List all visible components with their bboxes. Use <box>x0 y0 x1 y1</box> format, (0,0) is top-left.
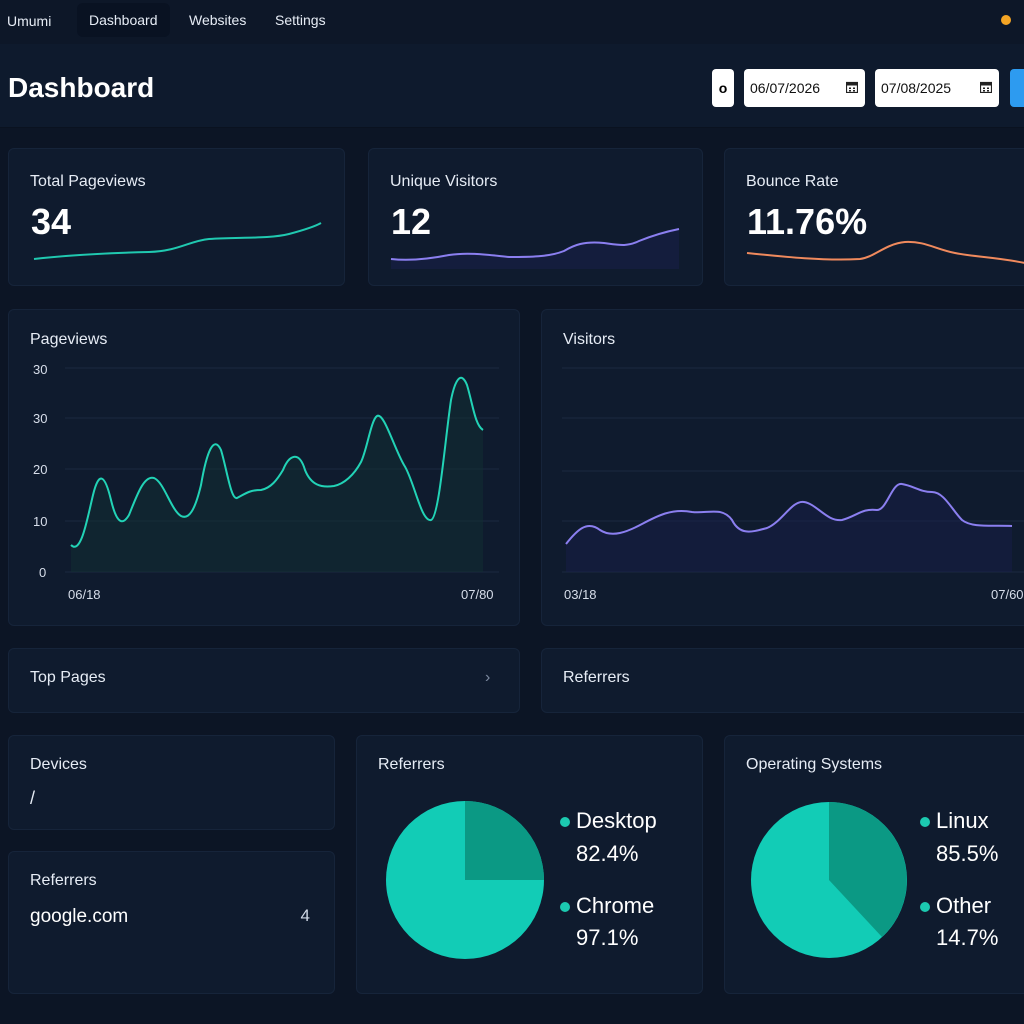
top-nav: Umumi Dashboard Websites Settings <box>0 0 1024 44</box>
card-title: Referrers <box>378 756 445 773</box>
legend-label: Linux <box>936 808 989 833</box>
legend-percent: 82.4% <box>576 841 639 866</box>
os-pie-chart <box>751 802 907 958</box>
referrers-pie-chart <box>386 801 544 959</box>
stat-card-bounce: Bounce Rate 11.76% <box>724 148 1024 286</box>
chart-title: Visitors <box>563 331 616 348</box>
visitors-chart: 03/18 07/60 <box>562 367 1024 602</box>
referrer-count: 4 <box>300 906 310 925</box>
end-date-value: 07/08/2025 <box>881 80 952 96</box>
nav-settings[interactable]: Settings <box>275 12 326 28</box>
pie-slice-secondary <box>829 802 907 937</box>
card-title: Operating Systems <box>746 756 883 773</box>
os-pie-card: Operating Systems Linux 85.5% Other 14.7… <box>724 735 1024 994</box>
devices-card: Devices / <box>8 735 335 830</box>
referrers-pie-card: Referrers Desktop 82.4% Chrome 97.1% <box>356 735 703 994</box>
date-range-button[interactable]: o <box>712 69 734 107</box>
y-tick-label: 10 <box>33 514 47 529</box>
page-title: Dashboard <box>8 72 155 103</box>
legend-dot-icon <box>920 817 930 827</box>
start-date-input[interactable]: 06/07/2026 <box>744 69 865 107</box>
legend-label: Desktop <box>576 808 657 833</box>
chart-title: Pageviews <box>30 331 108 348</box>
stat-card-visitors: Unique Visitors 12 <box>368 148 703 286</box>
brand-name[interactable]: Umumi <box>7 13 52 29</box>
chevron-right-icon[interactable]: › <box>485 669 491 686</box>
x-tick-label: 07/80 <box>461 587 494 602</box>
top-pages-panel[interactable]: Top Pages › <box>8 648 520 713</box>
panel-title: Top Pages <box>30 669 106 686</box>
legend-label: Other <box>936 893 992 918</box>
y-tick-label: 20 <box>33 462 47 477</box>
stat-label: Total Pageviews <box>30 173 146 190</box>
card-title: Referrers <box>30 872 97 889</box>
card-title: Devices <box>30 756 87 773</box>
pageviews-line <box>70 376 484 548</box>
stat-card-pageviews: Total Pageviews 34 <box>8 148 345 286</box>
x-tick-label: 07/60 <box>991 587 1024 602</box>
devices-value: / <box>30 788 36 808</box>
referrer-name: google.com <box>30 906 129 927</box>
legend-percent: 14.7% <box>936 925 999 950</box>
apply-button[interactable] <box>1010 69 1024 107</box>
stat-value: 12 <box>391 201 432 242</box>
referrers-list-card: Referrers google.com 4 <box>8 851 335 994</box>
nav-websites[interactable]: Websites <box>189 12 247 28</box>
bounce-sparkline <box>746 240 1024 264</box>
stat-value: 11.76% <box>747 201 868 242</box>
start-date-value: 06/07/2026 <box>750 80 821 96</box>
stat-label: Bounce Rate <box>746 173 839 190</box>
pageviews-chart-card: Pageviews 30 30 20 10 0 06/18 07/80 <box>8 309 520 626</box>
pie-slice-secondary <box>465 801 544 880</box>
legend-percent: 85.5% <box>936 841 999 866</box>
pageviews-area <box>71 377 483 572</box>
page-header: Dashboard o 06/07/2026 07/08/2025 <box>0 44 1024 128</box>
nav-dashboard[interactable]: Dashboard <box>77 3 170 37</box>
visitors-chart-card: Visitors 03/18 07/60 <box>541 309 1024 626</box>
referrers-panel: Referrers <box>541 648 1024 713</box>
legend-dot-icon <box>560 902 570 912</box>
visitors-area <box>566 483 1012 572</box>
legend-percent: 97.1% <box>576 925 639 950</box>
legend-dot-icon <box>560 817 570 827</box>
legend-dot-icon <box>920 902 930 912</box>
y-tick-label: 0 <box>39 565 46 580</box>
stat-value: 34 <box>31 201 72 242</box>
visitors-sparkline <box>390 228 680 269</box>
calendar-icon <box>846 81 858 93</box>
panel-title: Referrers <box>563 669 630 686</box>
stat-label: Unique Visitors <box>390 173 498 190</box>
y-tick-label: 30 <box>33 362 47 377</box>
y-tick-label: 30 <box>33 411 47 426</box>
calendar-icon <box>980 81 992 93</box>
x-tick-label: 06/18 <box>68 587 101 602</box>
pageviews-sparkline <box>33 222 322 260</box>
end-date-input[interactable]: 07/08/2025 <box>875 69 999 107</box>
x-tick-label: 03/18 <box>564 587 597 602</box>
pageviews-chart: 30 30 20 10 0 06/18 07/80 <box>33 362 499 602</box>
visitors-line <box>565 483 1013 545</box>
status-dot-icon <box>1001 15 1011 25</box>
list-item[interactable]: google.com 4 <box>30 906 320 930</box>
legend-label: Chrome <box>576 893 655 918</box>
